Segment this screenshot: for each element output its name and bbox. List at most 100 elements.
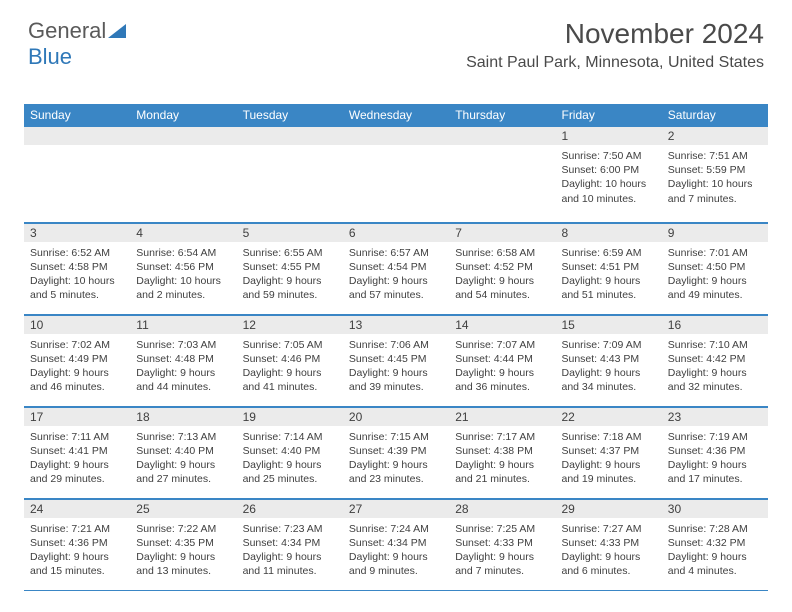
daylight-text: Daylight: 9 hours and 19 minutes. [561,458,655,486]
sunset-text: Sunset: 4:33 PM [455,536,549,550]
sunset-text: Sunset: 4:58 PM [30,260,124,274]
day-content: Sunrise: 6:52 AMSunset: 4:58 PMDaylight:… [24,242,130,309]
sunrise-text: Sunrise: 7:21 AM [30,522,124,536]
sunset-text: Sunset: 4:51 PM [561,260,655,274]
calendar-row: 3Sunrise: 6:52 AMSunset: 4:58 PMDaylight… [24,222,768,314]
sunset-text: Sunset: 4:46 PM [243,352,337,366]
day-content: Sunrise: 7:21 AMSunset: 4:36 PMDaylight:… [24,518,130,585]
day-number: 24 [24,499,130,518]
sunset-text: Sunset: 4:33 PM [561,536,655,550]
calendar-cell: 21Sunrise: 7:17 AMSunset: 4:38 PMDayligh… [449,406,555,498]
daylight-text: Daylight: 9 hours and 49 minutes. [668,274,762,302]
sunset-text: Sunset: 4:45 PM [349,352,443,366]
calendar-cell: 4Sunrise: 6:54 AMSunset: 4:56 PMDaylight… [130,222,236,314]
day-header: Tuesday [237,104,343,126]
calendar-row: 10Sunrise: 7:02 AMSunset: 4:49 PMDayligh… [24,314,768,406]
sunset-text: Sunset: 4:32 PM [668,536,762,550]
calendar-cell: 30Sunrise: 7:28 AMSunset: 4:32 PMDayligh… [662,498,768,590]
sunrise-text: Sunrise: 7:03 AM [136,338,230,352]
calendar-row: 17Sunrise: 7:11 AMSunset: 4:41 PMDayligh… [24,406,768,498]
day-content: Sunrise: 7:15 AMSunset: 4:39 PMDaylight:… [343,426,449,493]
sunrise-text: Sunrise: 7:01 AM [668,246,762,260]
day-header: Sunday [24,104,130,126]
day-number: 7 [449,223,555,242]
day-number: 18 [130,407,236,426]
daylight-text: Daylight: 9 hours and 46 minutes. [30,366,124,394]
calendar-cell: 1Sunrise: 7:50 AMSunset: 6:00 PMDaylight… [555,126,661,222]
sunrise-text: Sunrise: 6:57 AM [349,246,443,260]
daylight-text: Daylight: 9 hours and 9 minutes. [349,550,443,578]
day-number: 8 [555,223,661,242]
daylight-text: Daylight: 9 hours and 11 minutes. [243,550,337,578]
sunset-text: Sunset: 6:00 PM [561,163,655,177]
sunrise-text: Sunrise: 7:14 AM [243,430,337,444]
day-number-empty [343,126,449,145]
sunrise-text: Sunrise: 7:13 AM [136,430,230,444]
day-content: Sunrise: 6:55 AMSunset: 4:55 PMDaylight:… [237,242,343,309]
calendar-cell: 29Sunrise: 7:27 AMSunset: 4:33 PMDayligh… [555,498,661,590]
day-content: Sunrise: 7:24 AMSunset: 4:34 PMDaylight:… [343,518,449,585]
day-content: Sunrise: 7:28 AMSunset: 4:32 PMDaylight:… [662,518,768,585]
calendar-cell: 12Sunrise: 7:05 AMSunset: 4:46 PMDayligh… [237,314,343,406]
sunrise-text: Sunrise: 7:24 AM [349,522,443,536]
calendar-cell: 9Sunrise: 7:01 AMSunset: 4:50 PMDaylight… [662,222,768,314]
day-content: Sunrise: 7:01 AMSunset: 4:50 PMDaylight:… [662,242,768,309]
day-content: Sunrise: 7:50 AMSunset: 6:00 PMDaylight:… [555,145,661,212]
sunset-text: Sunset: 4:40 PM [243,444,337,458]
daylight-text: Daylight: 9 hours and 54 minutes. [455,274,549,302]
sunrise-text: Sunrise: 7:51 AM [668,149,762,163]
day-header: Friday [555,104,661,126]
calendar-cell: 6Sunrise: 6:57 AMSunset: 4:54 PMDaylight… [343,222,449,314]
day-content: Sunrise: 7:17 AMSunset: 4:38 PMDaylight:… [449,426,555,493]
sunrise-text: Sunrise: 7:23 AM [243,522,337,536]
calendar-cell [449,126,555,222]
day-header: Saturday [662,104,768,126]
calendar-cell: 26Sunrise: 7:23 AMSunset: 4:34 PMDayligh… [237,498,343,590]
calendar-cell: 14Sunrise: 7:07 AMSunset: 4:44 PMDayligh… [449,314,555,406]
daylight-text: Daylight: 10 hours and 7 minutes. [668,177,762,205]
sunset-text: Sunset: 5:59 PM [668,163,762,177]
calendar-cell: 23Sunrise: 7:19 AMSunset: 4:36 PMDayligh… [662,406,768,498]
daylight-text: Daylight: 9 hours and 59 minutes. [243,274,337,302]
day-content: Sunrise: 7:19 AMSunset: 4:36 PMDaylight:… [662,426,768,493]
sunset-text: Sunset: 4:36 PM [30,536,124,550]
day-number: 3 [24,223,130,242]
day-content: Sunrise: 6:58 AMSunset: 4:52 PMDaylight:… [449,242,555,309]
calendar-cell: 24Sunrise: 7:21 AMSunset: 4:36 PMDayligh… [24,498,130,590]
daylight-text: Daylight: 9 hours and 25 minutes. [243,458,337,486]
daylight-text: Daylight: 9 hours and 34 minutes. [561,366,655,394]
day-number: 1 [555,126,661,145]
calendar-cell: 22Sunrise: 7:18 AMSunset: 4:37 PMDayligh… [555,406,661,498]
daylight-text: Daylight: 9 hours and 6 minutes. [561,550,655,578]
sunset-text: Sunset: 4:56 PM [136,260,230,274]
sunset-text: Sunset: 4:52 PM [455,260,549,274]
sunset-text: Sunset: 4:43 PM [561,352,655,366]
day-number: 2 [662,126,768,145]
daylight-text: Daylight: 9 hours and 4 minutes. [668,550,762,578]
day-content: Sunrise: 7:23 AMSunset: 4:34 PMDaylight:… [237,518,343,585]
daylight-text: Daylight: 9 hours and 15 minutes. [30,550,124,578]
calendar-row: 24Sunrise: 7:21 AMSunset: 4:36 PMDayligh… [24,498,768,590]
daylight-text: Daylight: 9 hours and 32 minutes. [668,366,762,394]
day-number: 20 [343,407,449,426]
day-number-empty [130,126,236,145]
daylight-text: Daylight: 9 hours and 23 minutes. [349,458,443,486]
sunrise-text: Sunrise: 6:55 AM [243,246,337,260]
day-number: 11 [130,315,236,334]
daylight-text: Daylight: 9 hours and 13 minutes. [136,550,230,578]
sunrise-text: Sunrise: 7:09 AM [561,338,655,352]
logo-text-1: General [28,18,106,43]
calendar-cell: 18Sunrise: 7:13 AMSunset: 4:40 PMDayligh… [130,406,236,498]
logo: General Blue [28,18,126,70]
sunset-text: Sunset: 4:55 PM [243,260,337,274]
daylight-text: Daylight: 9 hours and 44 minutes. [136,366,230,394]
sunrise-text: Sunrise: 7:10 AM [668,338,762,352]
day-number: 23 [662,407,768,426]
day-content: Sunrise: 7:13 AMSunset: 4:40 PMDaylight:… [130,426,236,493]
logo-triangle-icon [108,24,126,38]
daylight-text: Daylight: 9 hours and 41 minutes. [243,366,337,394]
sunrise-text: Sunrise: 7:07 AM [455,338,549,352]
calendar-cell [130,126,236,222]
sunset-text: Sunset: 4:35 PM [136,536,230,550]
day-content: Sunrise: 7:06 AMSunset: 4:45 PMDaylight:… [343,334,449,401]
